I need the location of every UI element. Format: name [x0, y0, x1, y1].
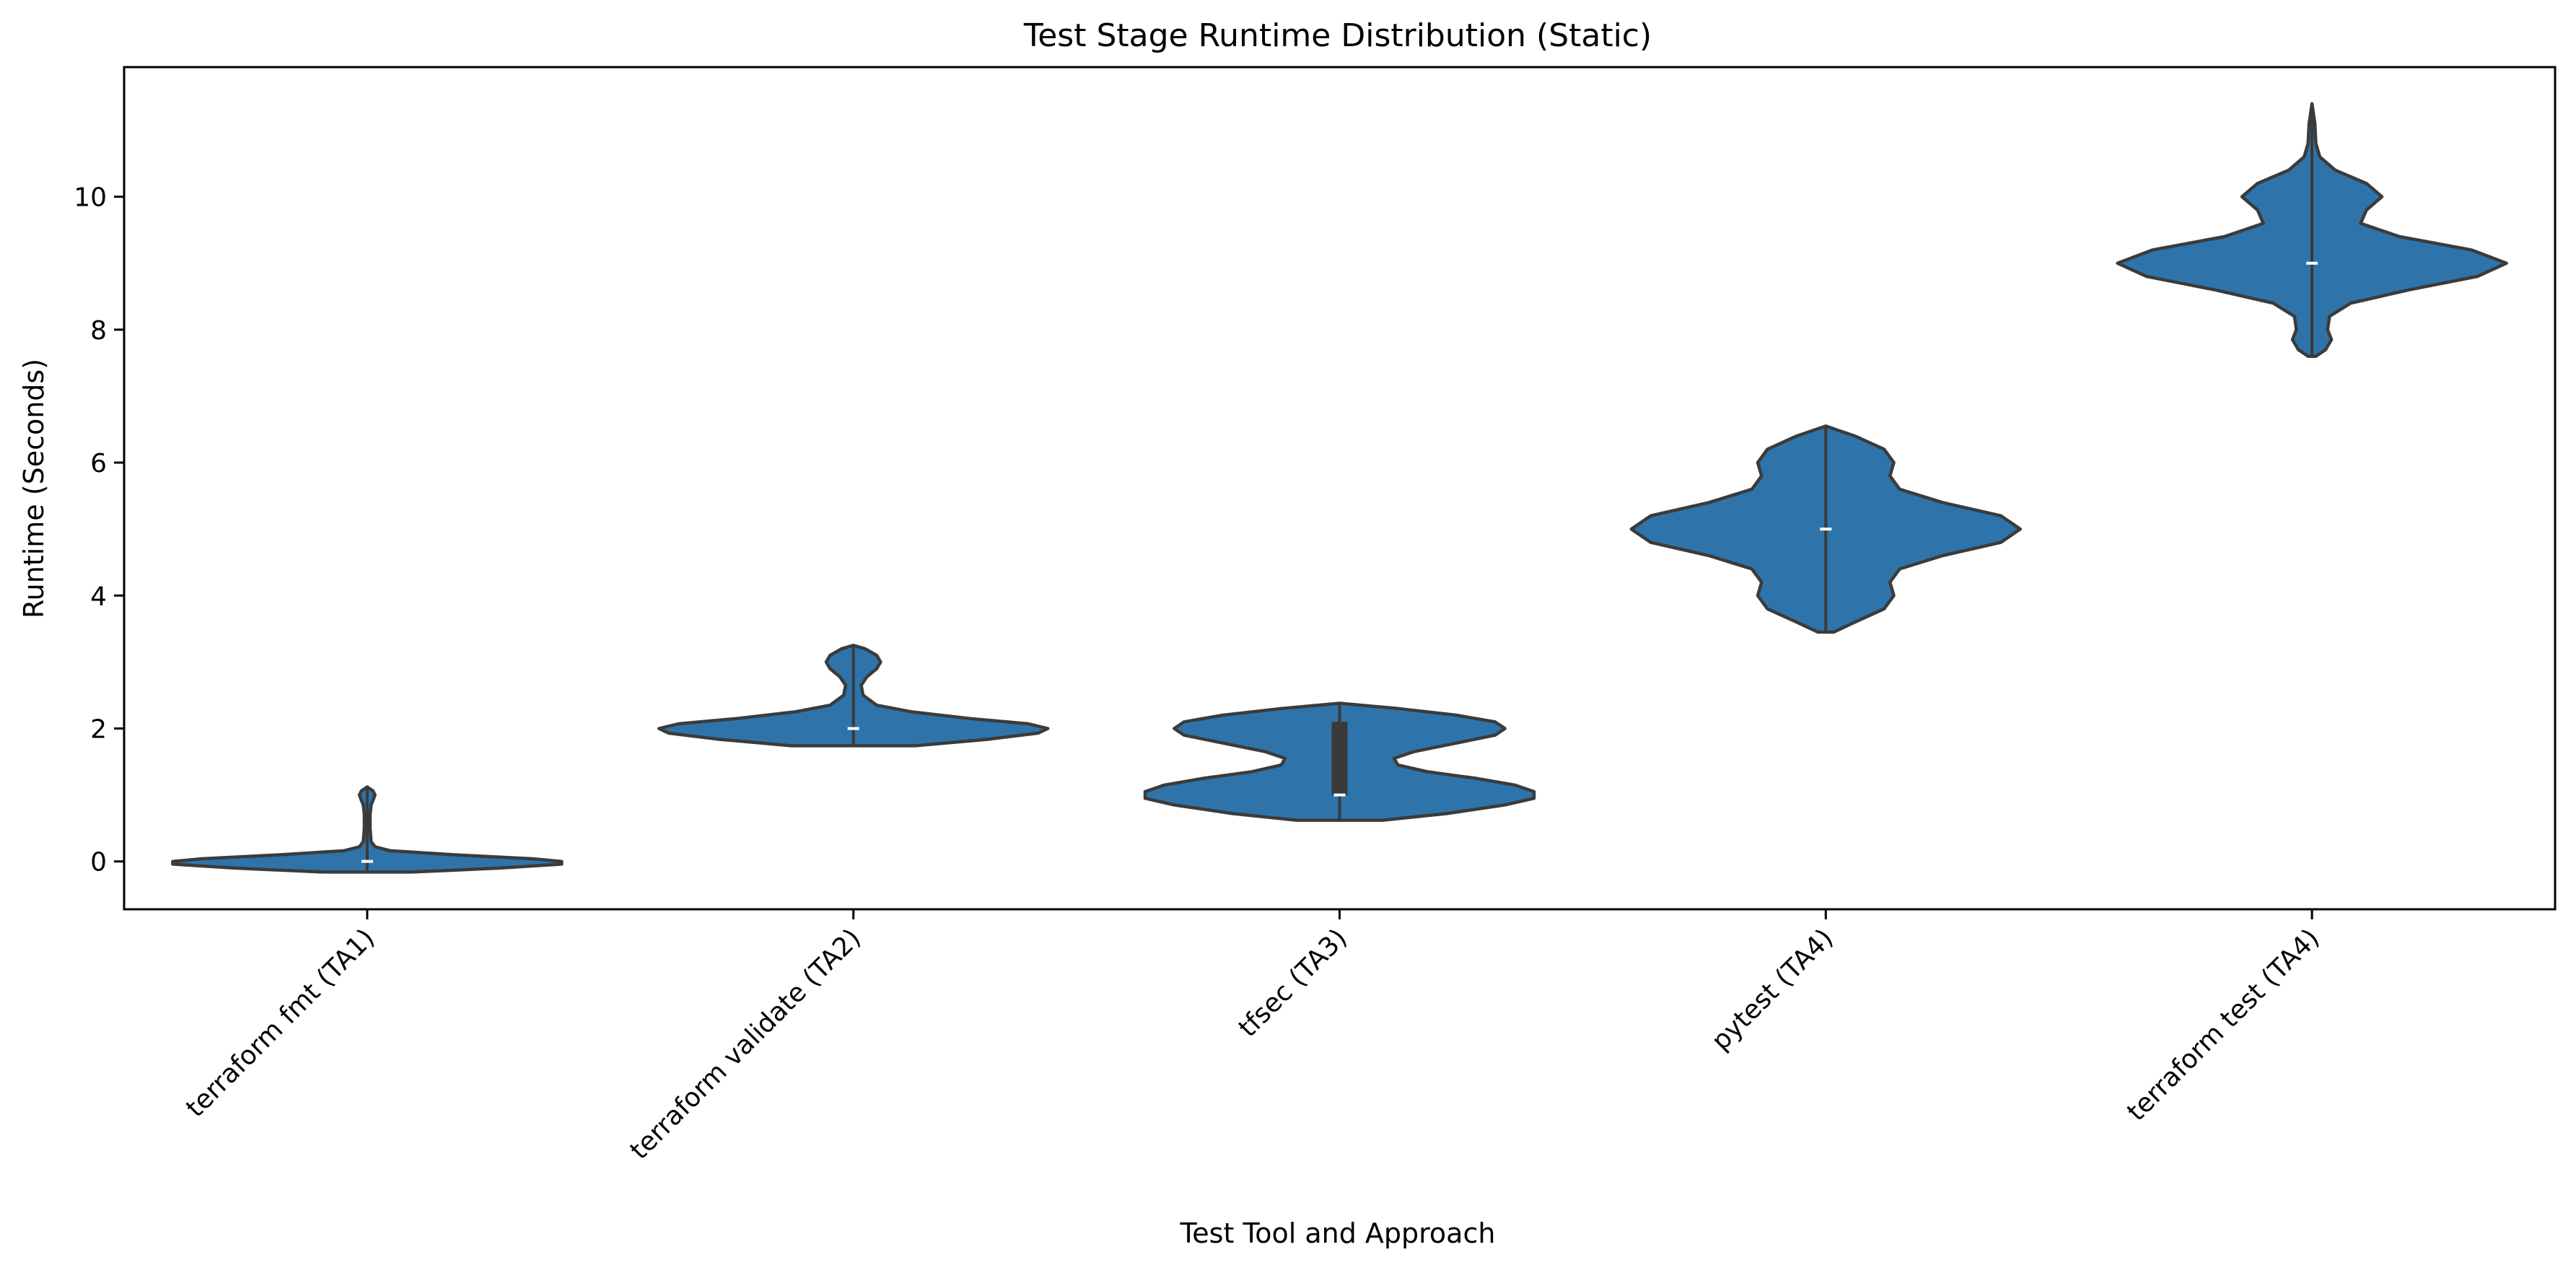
x-tick-label: terraform test (TA4) — [2121, 923, 2325, 1127]
y-tick-label: 10 — [74, 183, 107, 213]
violin-iqr-box — [1331, 722, 1348, 795]
x-axis: terraform fmt (TA1) terraform validate (T… — [180, 909, 2325, 1165]
x-tick-label: tfsec (TA3) — [1233, 923, 1353, 1043]
y-tick-label: 8 — [90, 316, 107, 346]
y-axis-label: Runtime (Seconds) — [18, 359, 50, 618]
x-tick-label: terraform fmt (TA1) — [180, 923, 380, 1123]
y-tick-label: 6 — [90, 449, 107, 478]
y-tick-label: 2 — [90, 714, 107, 744]
violins-layer — [171, 102, 2508, 874]
chart-title: Test Stage Runtime Distribution (Static) — [1023, 17, 1652, 54]
x-axis-label: Test Tool and Approach — [1180, 1217, 1496, 1249]
y-axis: 0 2 4 6 8 10 — [74, 183, 124, 878]
x-tick-label: terraform validate (TA2) — [625, 923, 867, 1165]
y-tick-label: 4 — [90, 582, 107, 611]
y-tick-label: 0 — [90, 848, 107, 878]
x-tick-label: pytest (TA4) — [1706, 923, 1839, 1056]
